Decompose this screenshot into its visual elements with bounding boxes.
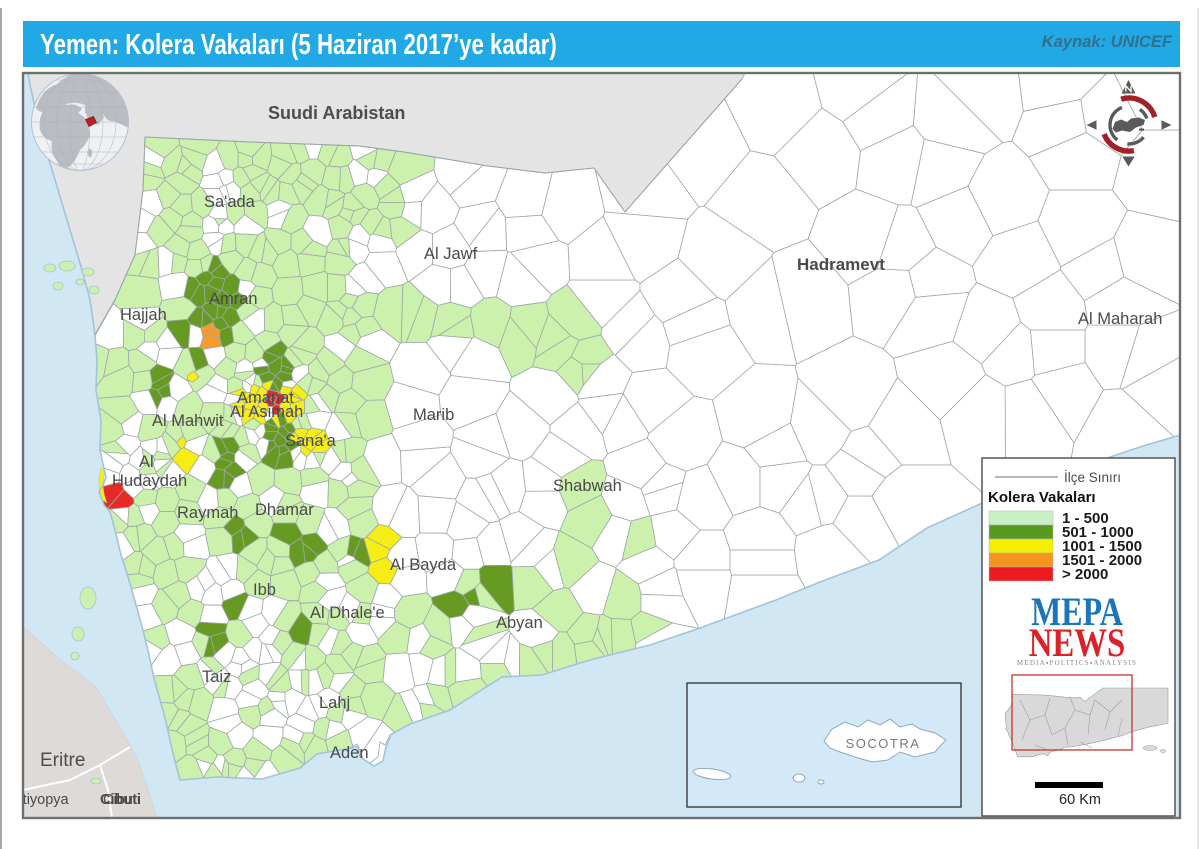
- svg-text:İlçe Sınırı: İlçe Sınırı: [1064, 470, 1121, 485]
- svg-text:Sana'a: Sana'a: [285, 432, 337, 450]
- svg-text:Al Dhale'e: Al Dhale'e: [310, 604, 385, 622]
- svg-text:Ibb: Ibb: [253, 581, 276, 599]
- svg-text:Cibuti: Cibuti: [103, 792, 140, 808]
- svg-text:MEDIA▪POLITICS▪ANALYSIS: MEDIA▪POLITICS▪ANALYSIS: [1017, 659, 1137, 667]
- svg-text:Hadramevt: Hadramevt: [797, 255, 885, 274]
- svg-text:Hajjah: Hajjah: [120, 306, 167, 324]
- svg-text:Al Maharah: Al Maharah: [1078, 310, 1162, 328]
- svg-text:Sa'ada: Sa'ada: [204, 193, 256, 211]
- svg-text:Raymah: Raymah: [177, 504, 238, 522]
- svg-text:Shabwah: Shabwah: [553, 477, 622, 495]
- svg-text:Suudi Arabistan: Suudi Arabistan: [268, 103, 405, 123]
- svg-text:Al Asimah: Al Asimah: [230, 403, 303, 421]
- svg-text:SOCOTRA: SOCOTRA: [846, 736, 921, 751]
- svg-text:Taiz: Taiz: [202, 668, 231, 686]
- svg-text:Kolera Vakaları: Kolera Vakaları: [988, 489, 1096, 506]
- svg-text:Amanat: Amanat: [237, 389, 294, 407]
- svg-text:Hudaydah: Hudaydah: [112, 472, 187, 490]
- svg-text:Al Bayda: Al Bayda: [390, 556, 457, 574]
- svg-text:1501 - 2000: 1501 - 2000: [1062, 552, 1142, 569]
- svg-text:MEPA: MEPA: [1031, 590, 1123, 634]
- svg-text:1 - 500: 1 - 500: [1062, 510, 1109, 527]
- svg-text:Aden: Aden: [330, 744, 369, 762]
- svg-text:Al Jawf: Al Jawf: [424, 245, 478, 263]
- svg-text:Cibuti: Cibuti: [100, 792, 141, 808]
- svg-text:Marib: Marib: [413, 406, 454, 424]
- svg-text:Lahj: Lahj: [319, 694, 350, 712]
- svg-text:NEWS: NEWS: [1029, 620, 1126, 665]
- svg-text:Etiyopya: Etiyopya: [13, 792, 70, 808]
- svg-text:> 2000: > 2000: [1062, 566, 1108, 583]
- svg-text:501 - 1000: 501 - 1000: [1062, 524, 1134, 541]
- svg-text:60 Km: 60 Km: [1059, 792, 1101, 808]
- svg-text:Dhamar: Dhamar: [255, 501, 314, 519]
- svg-text:Abyan: Abyan: [496, 614, 543, 632]
- svg-text:1001 - 1500: 1001 - 1500: [1062, 538, 1142, 555]
- svg-text:Al: Al: [139, 453, 154, 471]
- svg-text:Amran: Amran: [209, 290, 258, 308]
- svg-text:Al Mahwit: Al Mahwit: [152, 412, 224, 430]
- svg-text:Eritre: Eritre: [40, 750, 85, 771]
